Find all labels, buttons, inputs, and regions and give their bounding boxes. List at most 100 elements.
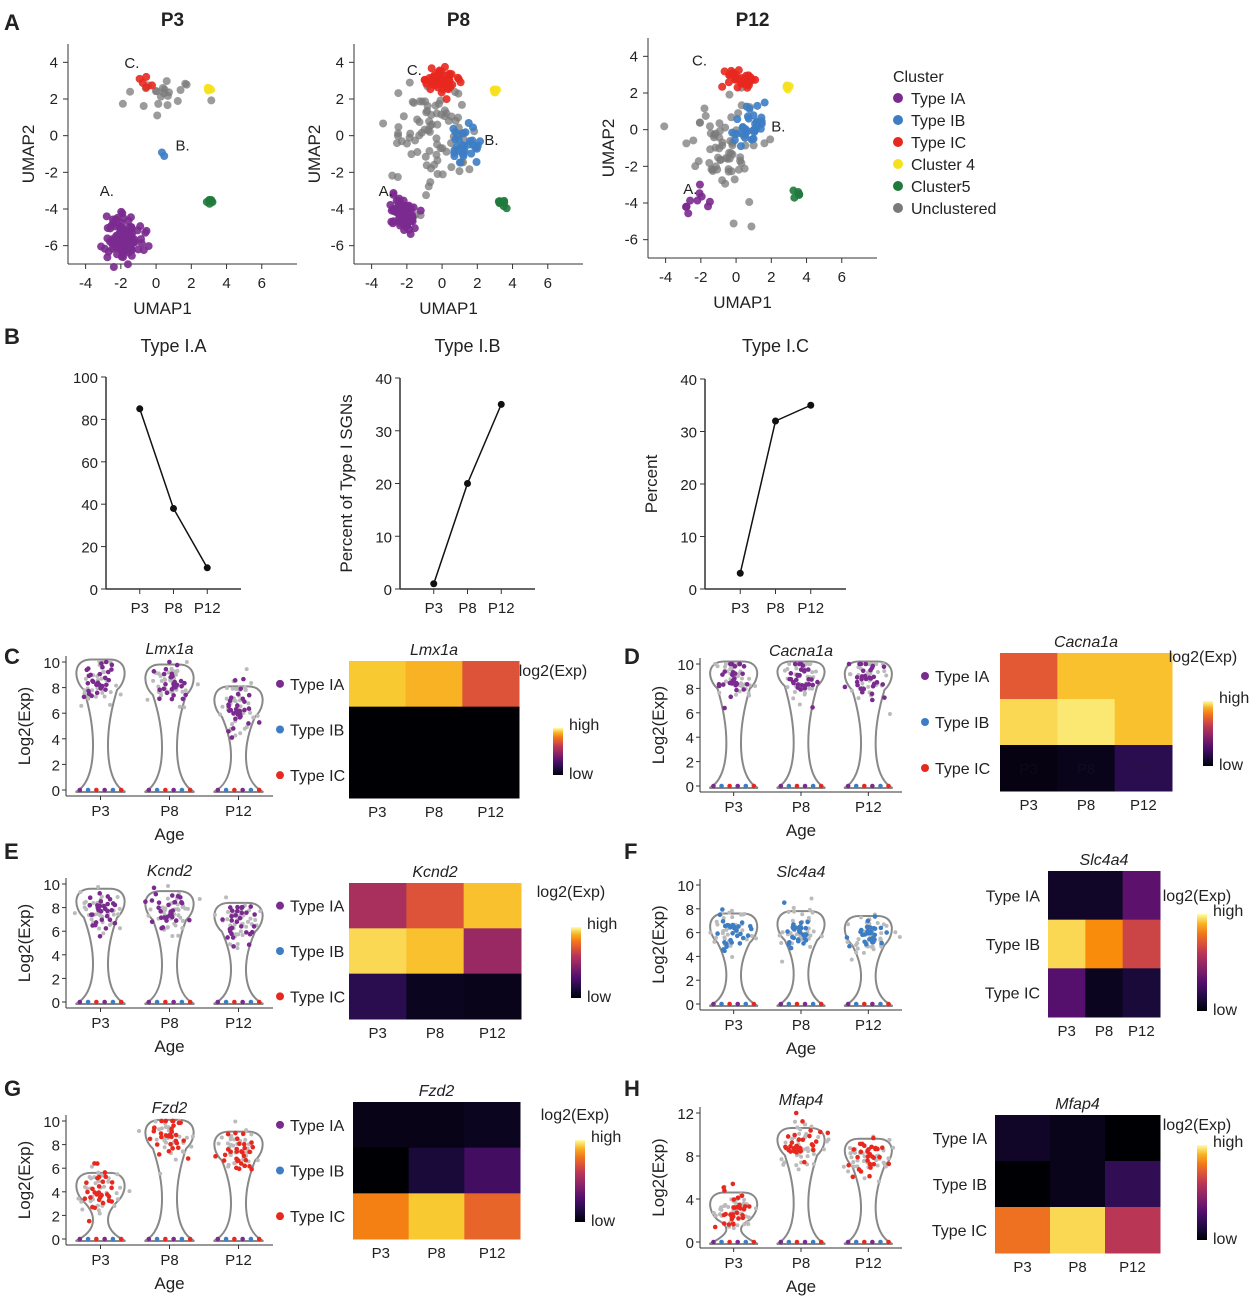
zero-point xyxy=(179,999,185,1005)
violin-point xyxy=(810,1143,816,1148)
zero-point xyxy=(853,783,859,789)
y-tick-label: 0 xyxy=(52,1232,60,1249)
heatmap-cell xyxy=(1122,871,1161,921)
group-marker xyxy=(276,771,284,780)
violin-point xyxy=(246,721,251,726)
violin-point xyxy=(746,1215,751,1220)
violin-point xyxy=(173,672,178,677)
violin-point xyxy=(810,686,815,691)
group-label: Type IC xyxy=(935,761,990,778)
heatmap-title: Kcnd2 xyxy=(412,864,457,881)
violin-point xyxy=(244,1128,249,1133)
umap-point xyxy=(753,101,762,110)
violin-point xyxy=(159,1118,164,1124)
heatmap-cell xyxy=(1114,745,1173,792)
umap-point xyxy=(438,144,447,153)
violin-point xyxy=(182,705,187,710)
violin-point xyxy=(227,929,233,934)
violin-point xyxy=(173,1157,178,1162)
violin-point xyxy=(221,1158,227,1163)
violin-point xyxy=(171,693,176,698)
violin-point xyxy=(253,917,258,922)
heatmap-title: Lmx1a xyxy=(410,642,458,659)
violin-point xyxy=(797,1131,802,1136)
y-tick-label: -2 xyxy=(625,158,638,175)
zero-point xyxy=(215,787,221,793)
violin-point xyxy=(805,919,810,925)
violin-point xyxy=(230,686,235,691)
violin-point xyxy=(793,1119,798,1124)
legend-title: Cluster xyxy=(893,69,944,86)
umap-point xyxy=(153,111,162,120)
violin-point xyxy=(734,687,739,693)
y-tick-label: 12 xyxy=(677,1106,694,1123)
x-tick-label: 2 xyxy=(767,269,775,286)
zero-point xyxy=(886,1001,891,1007)
group-label: Type IA xyxy=(290,677,345,694)
violin-point xyxy=(740,935,746,941)
violin-point xyxy=(747,924,753,929)
y-tick-label: 6 xyxy=(52,924,60,941)
violin-point xyxy=(861,1159,866,1164)
heatmap-cell xyxy=(463,883,522,929)
umap-point xyxy=(137,239,146,248)
violin-point xyxy=(845,940,850,945)
violin-point xyxy=(802,936,808,941)
umap-point xyxy=(401,222,410,231)
umap-point xyxy=(440,112,449,121)
violin-point xyxy=(90,688,95,693)
violin-point xyxy=(841,1164,846,1169)
violin-point xyxy=(82,688,87,693)
colorbar-low-label: low xyxy=(591,1213,615,1230)
y-tick-label: 10 xyxy=(43,655,60,672)
violin-point xyxy=(154,1137,159,1142)
violin-point xyxy=(137,1129,142,1134)
zero-point xyxy=(786,1239,792,1245)
violin-point xyxy=(95,680,101,686)
violin-point xyxy=(799,1154,804,1159)
umap-point xyxy=(734,165,743,174)
violin-panel-slc4a4: 0 2 4 6 8 10 Slc4a4 Log2(Exp) Age P3 P8 P12 xyxy=(649,864,902,1058)
violin-point xyxy=(96,1208,101,1213)
zero-point xyxy=(232,999,237,1005)
zero-point xyxy=(256,999,262,1005)
violin-point xyxy=(115,895,120,900)
violin-point xyxy=(169,696,175,702)
violin-point xyxy=(248,904,254,909)
violin-point xyxy=(229,925,235,931)
data-point xyxy=(772,417,779,425)
zero-point xyxy=(102,999,107,1005)
umap-point xyxy=(156,92,165,101)
violin-point xyxy=(98,899,104,904)
violin-point xyxy=(183,692,188,698)
y-tick-label: 4 xyxy=(52,1185,60,1202)
violin-point xyxy=(241,1153,247,1159)
colorbar-high-label: high xyxy=(587,916,617,933)
y-tick-label: 20 xyxy=(680,477,697,494)
violin-point xyxy=(726,923,731,928)
violin-point xyxy=(105,901,110,907)
violin-point xyxy=(788,671,794,676)
violin-point xyxy=(173,1138,179,1144)
umap-point xyxy=(428,78,437,87)
umap-point xyxy=(437,75,446,84)
umap-point xyxy=(760,98,769,107)
violin-point xyxy=(234,1165,239,1171)
zero-point xyxy=(223,999,229,1005)
y-tick-label: 4 xyxy=(686,730,694,747)
zero-point xyxy=(85,787,91,793)
violin-point xyxy=(874,662,879,666)
zero-point xyxy=(778,783,784,789)
violin-point xyxy=(180,1149,185,1154)
violin-point xyxy=(187,917,192,923)
umap-point xyxy=(695,118,704,127)
panel-label-g: G xyxy=(4,1076,21,1101)
violin-point xyxy=(237,715,243,720)
violin-point xyxy=(879,1145,885,1151)
violin-point xyxy=(163,1118,169,1124)
umap-point xyxy=(207,96,216,105)
colorbar-low-label: low xyxy=(587,989,611,1006)
violin-point xyxy=(180,918,185,923)
violin-outline xyxy=(843,660,894,789)
violin-point xyxy=(163,906,168,911)
